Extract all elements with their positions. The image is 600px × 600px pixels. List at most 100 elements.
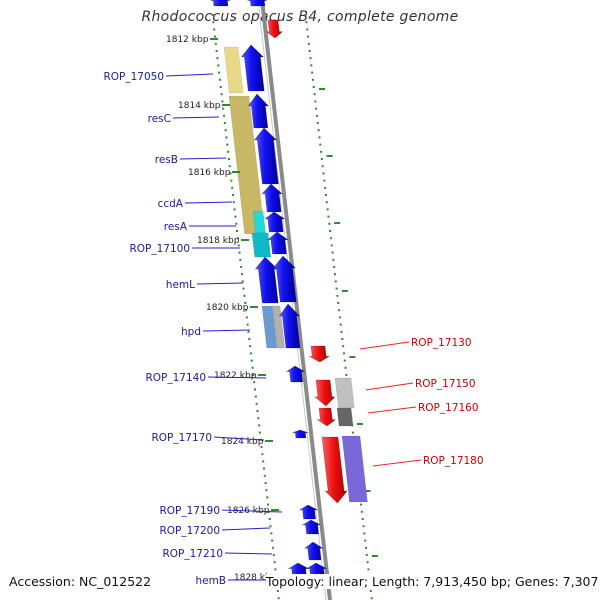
tick-dot: [234, 215, 237, 218]
tick-dot: [310, 64, 313, 67]
reverse-gene-label: ROP_17160: [367, 402, 479, 414]
gene-name: ROP_17180: [423, 455, 484, 467]
gene-name: ROP_17200: [159, 525, 220, 537]
tick-dot: [307, 42, 310, 45]
tick-dot: [363, 532, 366, 535]
scale-label: 1814 kbp: [178, 101, 221, 111]
tick-dot: [320, 150, 323, 153]
tick-dot: [338, 309, 341, 312]
forward-gene-label: resB: [155, 154, 227, 166]
tick-dot: [226, 143, 229, 146]
gene-name: hemL: [166, 279, 195, 291]
forward-gene-arrow: [247, 93, 270, 129]
tick-dot: [249, 352, 252, 355]
tick-dash: [349, 356, 356, 358]
tick-dash: [371, 555, 378, 557]
tick-dot: [253, 381, 256, 384]
forward-gene-arrow: [278, 303, 301, 349]
scale-tick-mark: [250, 306, 258, 308]
forward-gene-arrow: [292, 429, 309, 439]
tick-dot: [240, 273, 243, 276]
leader-line: [221, 509, 283, 513]
tick-dot: [326, 208, 329, 211]
tick-dot: [364, 546, 367, 549]
scale-tick-mark: [265, 440, 273, 442]
tick-dot: [227, 158, 230, 160]
tick-dash: [356, 423, 363, 425]
scale-label: 1822 kbp: [214, 371, 257, 381]
tick-dot: [217, 64, 220, 67]
genome-title: Rhodococcus opacus B4, complete genome: [141, 9, 459, 25]
forward-gene-label: ROP_17210: [162, 548, 273, 560]
gene-name: ROP_17130: [411, 337, 472, 349]
tick-dot: [305, 21, 308, 24]
tick-dot: [362, 525, 365, 528]
tick-dot: [367, 568, 370, 571]
tick-dot: [272, 554, 275, 556]
leader-line: [365, 382, 414, 391]
tick-dot: [316, 114, 319, 117]
tick-dot: [256, 410, 259, 412]
scale-tick: 1820 kbp: [206, 303, 258, 313]
scale-label: 1818 kbp: [197, 236, 240, 246]
tick-dot: [268, 518, 271, 520]
scale-tick: 1824 kbp: [221, 437, 273, 447]
leader-line: [372, 459, 422, 467]
tick-dot: [266, 496, 269, 499]
gene-name: hemB: [195, 575, 226, 587]
tick-dot: [333, 266, 336, 268]
tick-dot: [213, 28, 216, 31]
forward-gene-label: ROP_17100: [129, 243, 240, 255]
tick-dot: [333, 273, 336, 276]
forward-gene-label: ROP_17140: [145, 372, 267, 384]
scale-tick: 1814 kbp: [178, 101, 230, 111]
tick-dot: [237, 244, 240, 247]
tick-dot: [311, 71, 314, 74]
tick-dot: [251, 366, 254, 369]
tick-dot: [236, 237, 239, 240]
gene-name: ROP_17050: [103, 71, 164, 83]
leader-line: [179, 157, 227, 160]
tick-dot: [364, 539, 367, 542]
tick-dot: [246, 323, 249, 326]
homology-block: [251, 232, 271, 258]
forward-gene-label: ROP_17200: [159, 525, 271, 537]
tick-dot: [249, 345, 252, 348]
tick-dot: [233, 208, 236, 211]
homology-block: [223, 46, 244, 94]
tick-dot: [307, 35, 310, 38]
forward-gene-arrow: [210, 0, 231, 7]
tick-dot: [316, 122, 319, 124]
tick-dot: [343, 359, 346, 362]
tick-dot: [228, 165, 231, 168]
forward-gene-arrow: [267, 231, 289, 255]
scale-label: 1812 kbp: [166, 35, 209, 45]
reverse-gene-arrow: [314, 379, 336, 407]
tick-dot: [366, 561, 369, 564]
tick-dot: [277, 597, 280, 600]
tick-dot: [271, 539, 274, 542]
forward-gene-arrow: [272, 255, 297, 303]
gene-name: ROP_17190: [159, 505, 220, 517]
tick-dot: [330, 244, 333, 247]
tick-dot: [262, 460, 265, 463]
forward-gene-label: hpd: [181, 326, 251, 338]
scale-tick-mark: [232, 171, 240, 173]
tick-dot: [243, 294, 246, 297]
tick-dot: [222, 107, 225, 110]
tick-dot: [215, 50, 218, 52]
forward-gene-arrow: [301, 519, 321, 535]
tick-dash: [341, 290, 348, 292]
forward-gene-arrow: [254, 256, 279, 304]
reverse-gene-label: ROP_17180: [372, 455, 484, 467]
tick-dot: [261, 453, 264, 456]
tick-dot: [263, 474, 266, 477]
tick-dot: [324, 186, 327, 189]
tick-dot: [225, 136, 228, 139]
leader-line: [207, 376, 267, 379]
tick-dot: [260, 446, 263, 448]
tick-dot: [218, 78, 221, 81]
forward-gene-label: resA: [164, 221, 236, 233]
